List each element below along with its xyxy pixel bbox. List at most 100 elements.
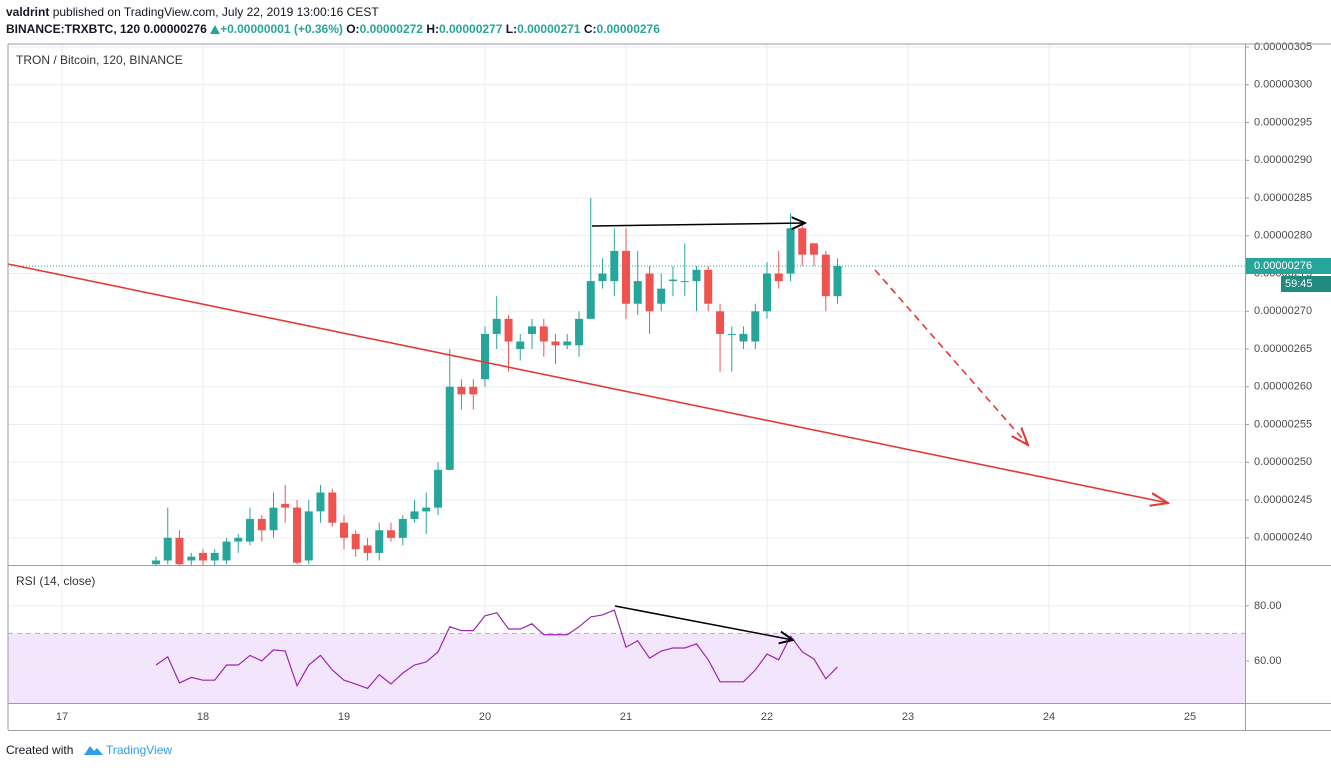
candle-body — [434, 469, 443, 508]
projection-arrow — [874, 269, 1028, 445]
candle-body — [633, 281, 642, 304]
y-tick-label: 0.00000290 — [1254, 154, 1312, 166]
candle-body — [445, 386, 454, 470]
candle-body — [304, 511, 313, 561]
candle-body — [163, 537, 172, 561]
close-key: C: — [583, 22, 597, 36]
low: 0.00000271 — [517, 22, 581, 36]
candle-body — [316, 492, 325, 512]
candle-body — [340, 522, 349, 538]
candle-body — [692, 269, 701, 282]
x-tick-label: 25 — [1184, 711, 1196, 723]
candle-body — [210, 552, 219, 561]
rsi-band — [8, 633, 1245, 703]
frame — [7, 43, 1331, 731]
candle-body — [293, 507, 302, 563]
open: 0.00000272 — [359, 22, 423, 36]
trend-line — [7, 263, 1168, 503]
candle-body — [751, 311, 760, 342]
x-tick-label: 18 — [197, 711, 209, 723]
published: published on TradingView.com, July 22, 2… — [52, 5, 379, 19]
candle-body — [175, 537, 184, 565]
axes: 0.00000240 0.00000245 0.00000250 0.00000255… — [56, 41, 1331, 723]
price-pane — [8, 44, 1245, 565]
y-tick-label: 0.00000240 — [1254, 532, 1312, 544]
rsi-arrow — [614, 605, 793, 640]
x-tick-label: 19 — [338, 711, 350, 723]
y-tick-label: 0.00000285 — [1254, 192, 1312, 204]
y-tick-label: 0.00000295 — [1254, 116, 1312, 128]
candle-body — [551, 341, 560, 346]
candle-body — [833, 265, 842, 297]
rsi-line — [155, 609, 838, 690]
candle-body — [504, 318, 513, 342]
candle-body — [363, 545, 372, 553]
candle-body — [457, 386, 466, 395]
y-tick-label: 0.00000250 — [1254, 456, 1312, 468]
rsi-pane — [8, 566, 1245, 703]
change: +0.00000001 (+0.36%) — [220, 22, 343, 36]
candle-body — [763, 273, 772, 312]
close: 0.00000276 — [596, 22, 660, 36]
candle-body — [727, 333, 736, 335]
candle-body — [657, 288, 666, 304]
x-tick-label: 23 — [902, 711, 914, 723]
candle-body — [539, 326, 548, 342]
x-tick-label: 17 — [56, 711, 68, 723]
footer-created: Created with — [6, 743, 73, 757]
candle-body — [786, 228, 795, 274]
price-label: 0.00000276 — [1254, 260, 1312, 272]
candle-body — [375, 530, 384, 553]
x-tick-label: 20 — [479, 711, 491, 723]
last: 0.00000276 — [143, 22, 207, 36]
candle-body — [152, 560, 161, 565]
y-tick-label: 0.00000275 — [1254, 267, 1312, 279]
x-tick-label: 21 — [620, 711, 632, 723]
candle-body — [821, 254, 830, 297]
header-line-1: valdrint published on TradingView.com, J… — [6, 5, 379, 19]
symbol: BINANCE:TRXBTC, 120 — [6, 22, 141, 36]
candle-body — [563, 341, 572, 346]
high-key: H: — [426, 22, 439, 36]
y-tick-label: 60.00 — [1254, 655, 1282, 667]
candle-body — [481, 333, 490, 380]
candle-body — [704, 269, 713, 304]
y-tick-label: 0.00000300 — [1254, 79, 1312, 91]
candle-body — [492, 318, 501, 334]
y-tick-label: 0.00000270 — [1254, 305, 1312, 317]
y-tick-label: 0.00000255 — [1254, 418, 1312, 430]
candle-body — [245, 518, 254, 542]
y-tick-label: 0.00000280 — [1254, 230, 1312, 242]
y-tick-label: 0.00000305 — [1254, 41, 1312, 53]
price-label-box — [1245, 257, 1331, 274]
candle-body — [469, 386, 478, 395]
candle-body — [187, 556, 196, 561]
candle-body — [516, 341, 525, 350]
candle-body — [257, 518, 266, 531]
footer-brand: TradingView — [106, 743, 172, 757]
y-tick-label: 0.00000245 — [1254, 494, 1312, 506]
candle-body — [527, 326, 536, 334]
low-key: L: — [505, 22, 518, 36]
countdown: 59:45 — [1285, 278, 1313, 290]
candle-body — [410, 511, 419, 519]
author: valdrint — [6, 5, 50, 19]
candle-body — [281, 503, 290, 508]
y-tick-label: 80.00 — [1254, 600, 1282, 612]
brand-logo — [84, 746, 103, 755]
top-arrow — [591, 223, 805, 226]
candle-body — [269, 507, 278, 531]
candle-body — [234, 537, 243, 542]
candle-body — [680, 281, 689, 283]
price-legend: TRON / Bitcoin, 120, BINANCE — [16, 53, 183, 67]
candle-body — [739, 333, 748, 342]
header-line-2: BINANCE:TRXBTC, 120 0.00000276 +0.000000… — [6, 22, 660, 36]
drawings — [7, 223, 1168, 640]
candle-body — [622, 250, 631, 304]
candle-body — [774, 273, 783, 282]
candle-body — [586, 281, 595, 319]
candle-body — [645, 273, 654, 312]
candle-body — [351, 534, 360, 550]
